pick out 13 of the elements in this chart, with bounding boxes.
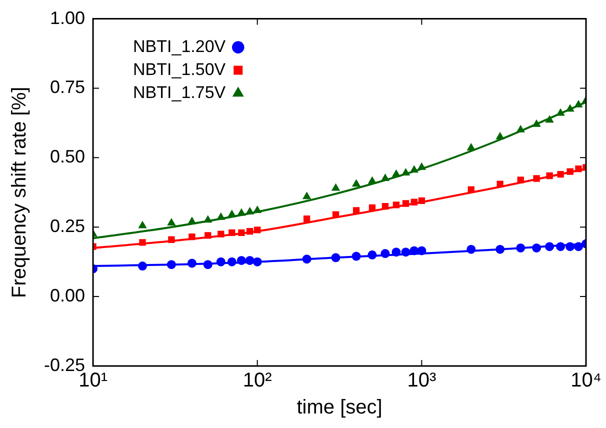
x-tick-label: 10³ — [407, 370, 436, 392]
y-tick-label: 0.75 — [50, 77, 86, 98]
legend-label: NBTI_1.20V — [133, 36, 226, 56]
y-tick-label: 0.00 — [50, 286, 86, 306]
legend-label: NBTI_1.50V — [133, 60, 226, 79]
legend-label: NBTI_1.75V — [133, 82, 226, 102]
y-tick-label: 0.50 — [50, 146, 86, 167]
x-tick-label: 10⁴ — [570, 370, 602, 392]
x-tick-label: 10² — [242, 370, 272, 392]
y-tick-label: 1.00 — [50, 8, 86, 28]
x-axis-title: time [sec] — [296, 396, 382, 419]
y-axis-title: Frequency shift rate [%] — [8, 86, 31, 298]
y-tick-label: 0.25 — [50, 216, 86, 236]
